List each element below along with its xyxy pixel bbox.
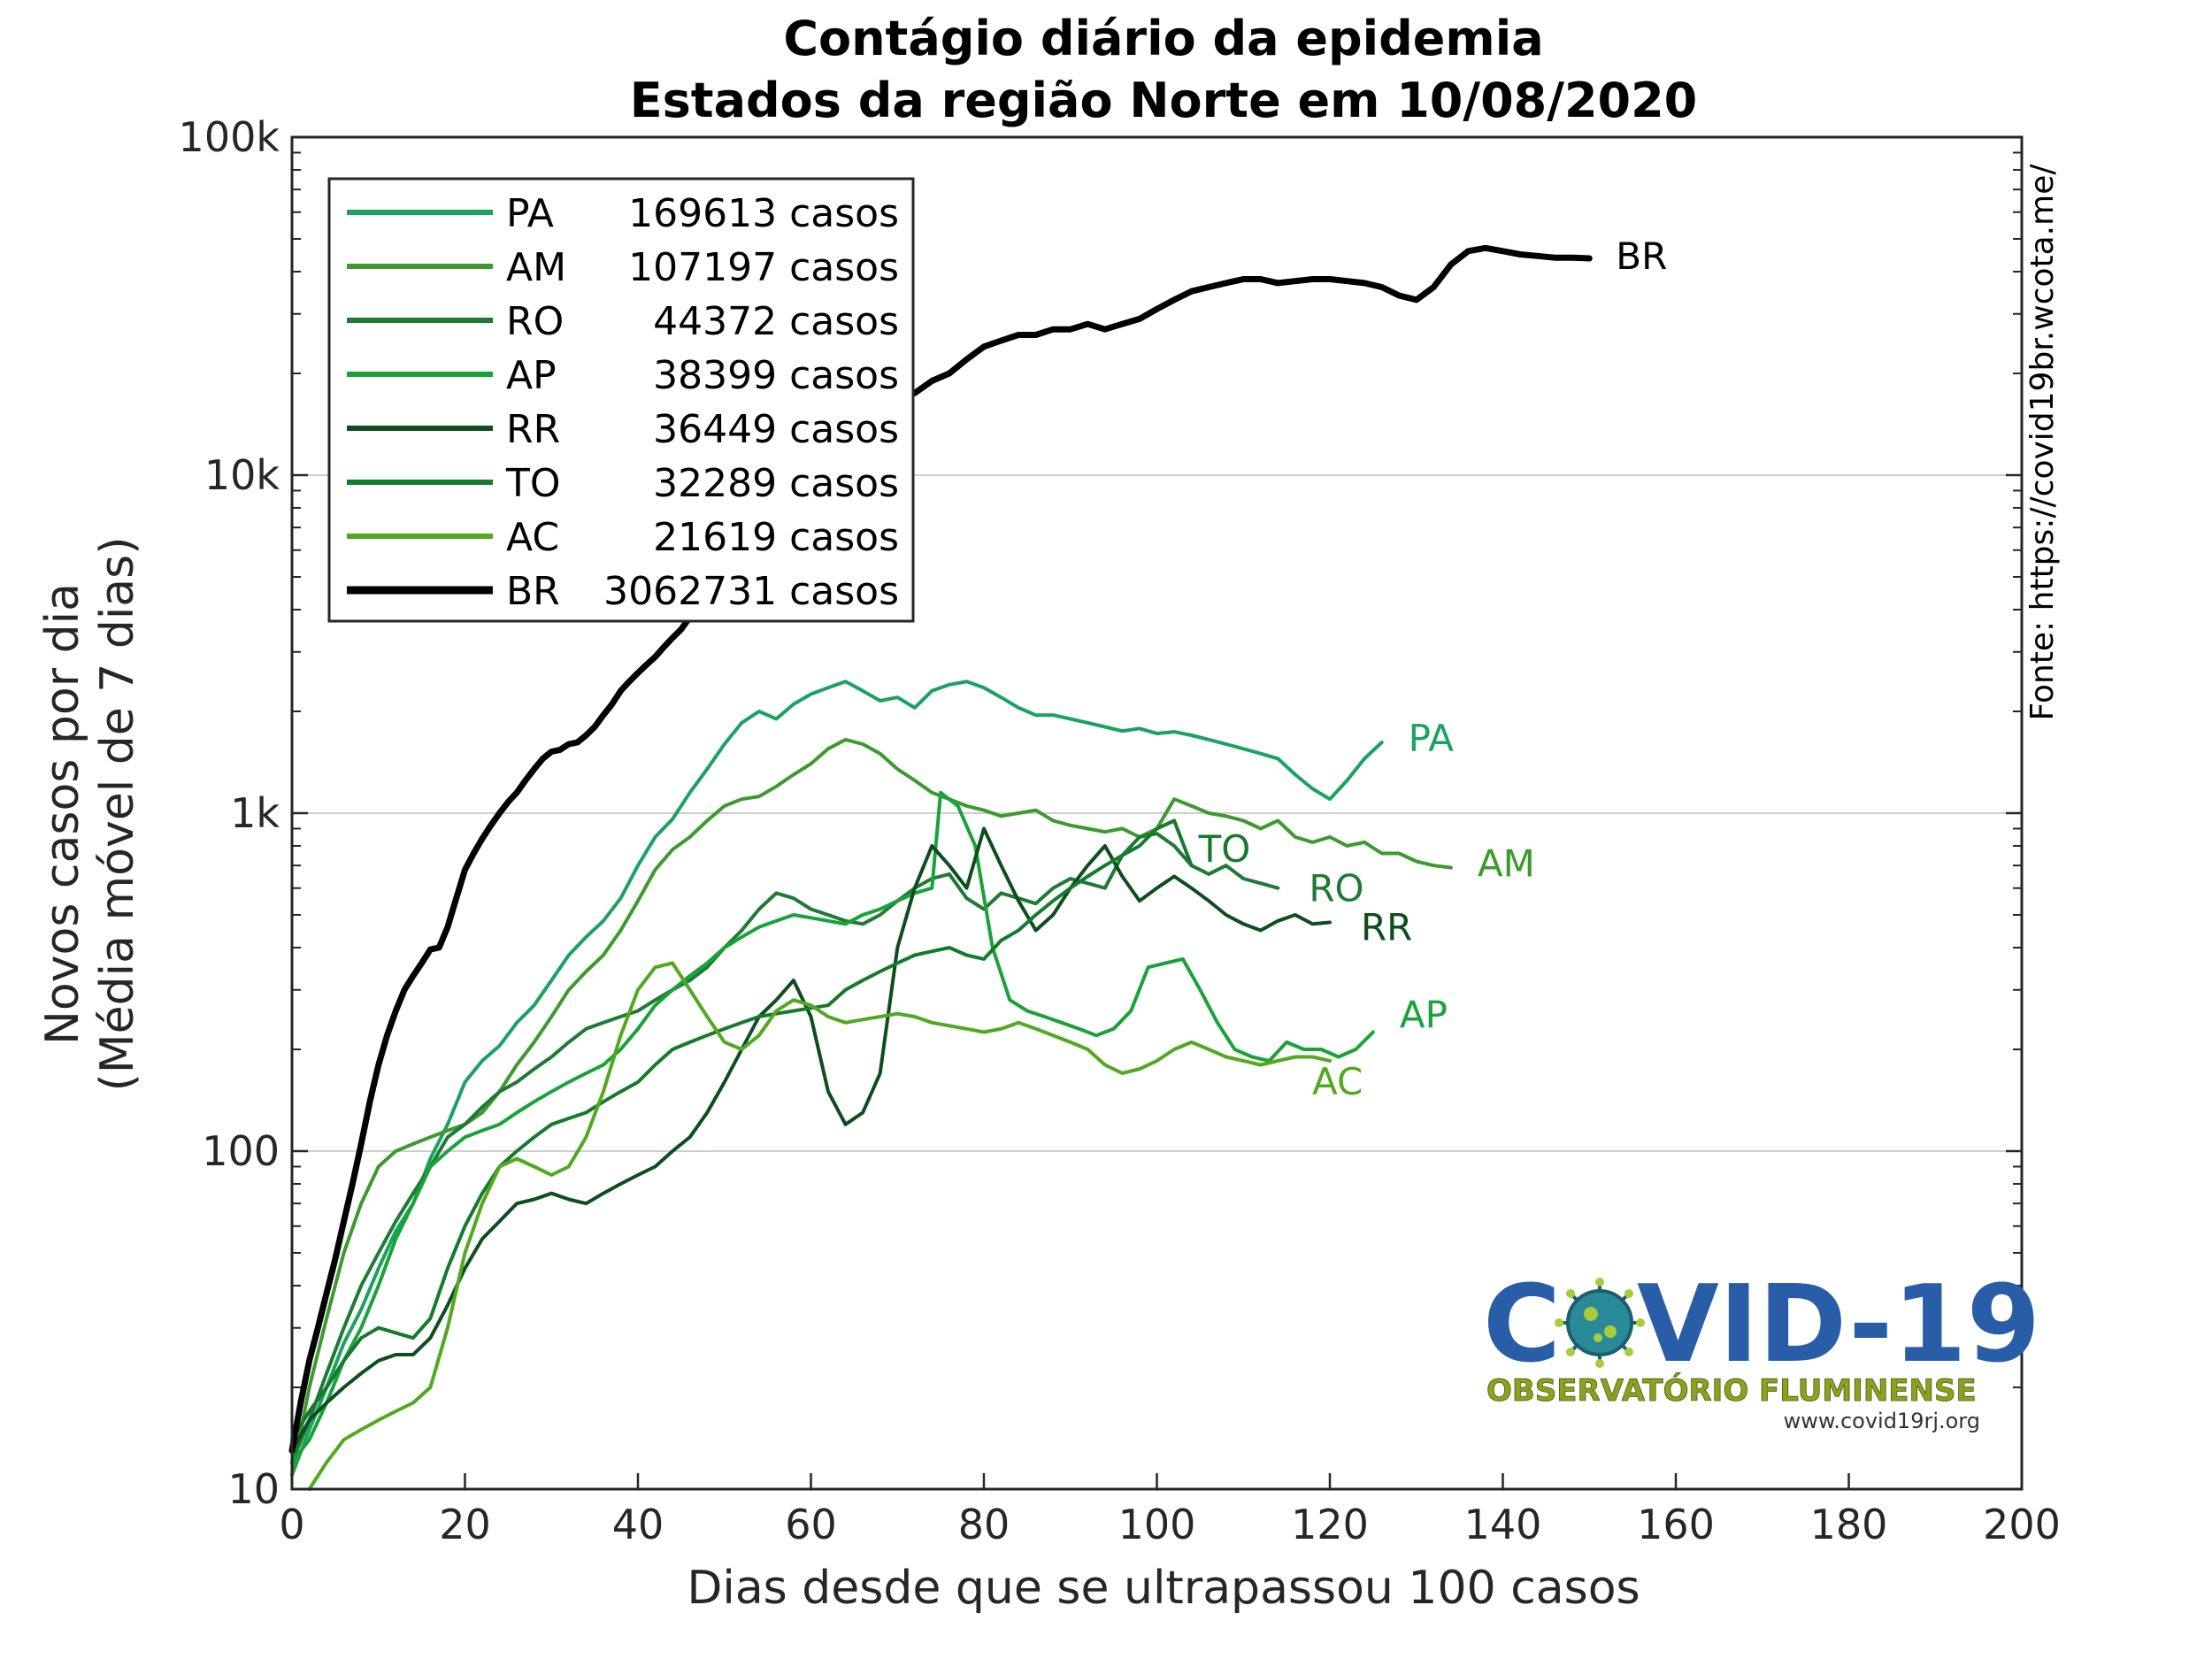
x-axis-label: Dias desde que se ultrapassou 100 casos: [687, 1562, 1640, 1615]
legend-count-ap: 38399 casos: [653, 353, 899, 398]
y-tick-label: 10: [227, 1465, 280, 1513]
x-tick-label: 40: [612, 1501, 664, 1548]
end-label-ap: AP: [1400, 993, 1448, 1036]
y-axis-label: Novos casos por dia: [36, 583, 89, 1045]
x-tick-label: 80: [958, 1501, 1010, 1548]
legend-label-am: AM: [506, 245, 566, 290]
end-label-br: BR: [1616, 234, 1667, 278]
x-tick-label: 160: [1637, 1501, 1715, 1548]
covid19-logo: C VID-19 OBSERVATÓ: [1483, 1263, 2040, 1433]
chart-subtitle: Estados da região Norte em 10/08/2020: [630, 73, 1698, 128]
series-line-pa: [290, 680, 1384, 1478]
legend-box: [327, 177, 915, 623]
end-label-rr: RR: [1361, 906, 1412, 949]
series-line-ap: [290, 790, 1375, 1464]
legend-count-rr: 36449 casos: [653, 407, 899, 452]
end-label-ro: RO: [1309, 867, 1363, 910]
legend: PA 169613 casos AM 107197 casos RO 44372 caso…: [327, 177, 915, 623]
series-line-ro: [290, 832, 1280, 1464]
legend-count-br: 3062731 casos: [603, 569, 899, 614]
legend-count-ac: 21619 casos: [653, 515, 899, 560]
y-tick-label: 10k: [204, 451, 280, 499]
x-tick-label: 60: [785, 1501, 837, 1548]
source-label: Fonte: https://covid19br.wcota.me/: [2024, 164, 2061, 721]
logo-url: www.covid19rj.org: [1784, 1409, 1980, 1433]
x-tick-label: 140: [1464, 1501, 1542, 1548]
logo-text-c: C: [1483, 1263, 1561, 1386]
legend-count-to: 32289 casos: [653, 461, 899, 506]
virus-icon: [1555, 1278, 1645, 1368]
legend-count-ro: 44372 casos: [653, 299, 899, 344]
legend-label-pa: PA: [506, 191, 554, 236]
series-line-rr: [290, 826, 1332, 1453]
x-tick-label: 20: [439, 1501, 491, 1548]
x-tick-label: 200: [1983, 1501, 2061, 1548]
logo-text-vid19: VID-19: [1637, 1263, 2040, 1386]
series-line-am: [290, 737, 1453, 1478]
x-tick-label: 120: [1291, 1501, 1369, 1548]
end-label-pa: PA: [1409, 717, 1455, 760]
x-tick-label: 0: [279, 1501, 304, 1548]
legend-label-rr: RR: [506, 407, 560, 452]
y-tick-label: 100: [202, 1127, 280, 1175]
legend-label-ap: AP: [506, 353, 557, 398]
legend-label-ro: RO: [506, 299, 564, 344]
series-line-ac: [307, 961, 1332, 1491]
y-tick-label: 100k: [179, 113, 280, 161]
axis-ticks: 10 100 1k 10k 100k 0 20 40 60 80 100 120 140 160 180 20…: [179, 113, 2061, 1548]
chart-title: Contágio diário da epidemia: [783, 11, 1543, 66]
series-line-to: [290, 818, 1194, 1442]
end-label-am: AM: [1478, 842, 1535, 886]
legend-label-to: TO: [505, 461, 561, 506]
x-tick-label: 180: [1810, 1501, 1888, 1548]
legend-label-ac: AC: [506, 515, 559, 560]
series-end-labels: PA AM RO AP RR TO AC BR: [1198, 234, 1668, 1103]
y-tick-label: 1k: [230, 789, 280, 837]
end-label-ac: AC: [1312, 1060, 1363, 1103]
legend-count-pa: 169613 casos: [628, 191, 899, 236]
x-tick-label: 100: [1118, 1501, 1196, 1548]
legend-label-br: BR: [506, 569, 560, 614]
y-axis-label-secondary: (Média móvel de 7 dias): [91, 536, 144, 1091]
logo-subtitle: OBSERVATÓRIO FLUMINENSE: [1486, 1372, 1977, 1409]
legend-count-am: 107197 casos: [628, 245, 899, 290]
end-label-to: TO: [1198, 827, 1251, 871]
